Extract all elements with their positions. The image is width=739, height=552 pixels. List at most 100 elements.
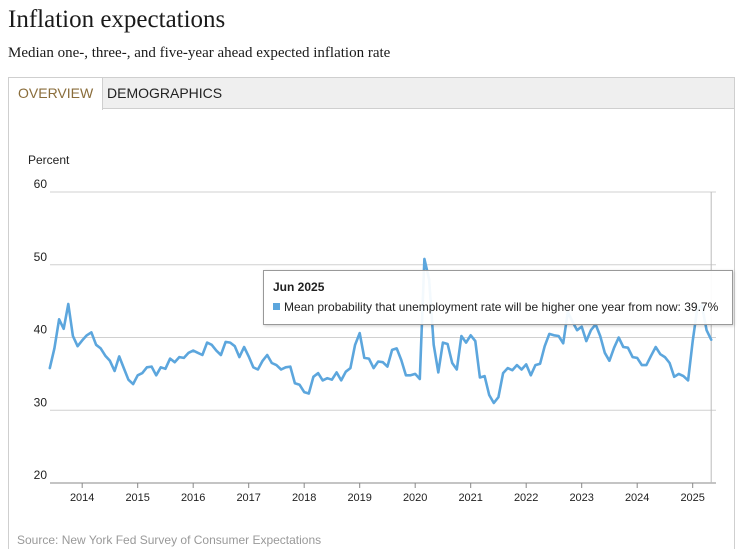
- data-point: [62, 327, 66, 331]
- tab-demographics[interactable]: DEMOGRAPHICS: [107, 85, 223, 101]
- data-point: [321, 378, 325, 382]
- data-point: [668, 361, 672, 365]
- data-point: [344, 370, 348, 374]
- data-point: [709, 338, 713, 342]
- data-point: [108, 359, 112, 363]
- data-point: [436, 370, 440, 374]
- data-point: [113, 369, 117, 373]
- data-point: [242, 345, 246, 349]
- y-axis-label: Percent: [28, 153, 70, 167]
- data-point: [515, 363, 519, 367]
- data-point: [274, 363, 278, 367]
- data-point: [270, 361, 274, 365]
- x-tick-label-2014: 2014: [70, 492, 94, 504]
- x-tick-label-2025: 2025: [680, 492, 704, 504]
- data-point: [681, 374, 685, 378]
- y-tick-label-60: 60: [34, 177, 48, 191]
- data-point: [672, 375, 676, 379]
- data-point: [76, 344, 80, 348]
- y-tick-label-40: 40: [34, 323, 48, 337]
- data-point: [446, 342, 450, 346]
- data-point: [538, 362, 542, 366]
- data-point: [89, 330, 93, 334]
- data-point: [228, 341, 232, 345]
- data-point: [459, 334, 463, 338]
- data-point: [663, 355, 667, 359]
- data-point: [311, 375, 315, 379]
- y-tick-label-30: 30: [34, 395, 48, 409]
- data-point: [524, 362, 528, 366]
- data-point: [404, 373, 408, 377]
- x-tick-label-2022: 2022: [514, 492, 538, 504]
- data-point: [85, 333, 89, 337]
- data-point: [99, 346, 103, 350]
- data-point: [607, 359, 611, 363]
- data-point: [496, 395, 500, 399]
- data-point: [705, 328, 709, 332]
- data-point: [210, 343, 214, 347]
- x-tick-label-2017: 2017: [236, 492, 260, 504]
- data-point: [575, 328, 579, 332]
- data-point: [117, 354, 121, 358]
- data-point: [649, 354, 653, 358]
- x-tick-label-2021: 2021: [458, 492, 482, 504]
- data-point: [348, 366, 352, 370]
- data-point: [307, 392, 311, 396]
- data-point: [316, 371, 320, 375]
- chart-title: Inflation expectations: [8, 6, 226, 33]
- data-point: [214, 349, 218, 353]
- data-point: [399, 358, 403, 362]
- x-tick-label-2016: 2016: [181, 492, 205, 504]
- data-point: [543, 344, 547, 348]
- data-point: [150, 365, 154, 369]
- data-point: [237, 355, 241, 359]
- data-point: [66, 302, 70, 306]
- data-point: [126, 378, 130, 382]
- data-point: [654, 345, 658, 349]
- data-point: [57, 317, 61, 321]
- data-point: [473, 339, 477, 343]
- data-point: [302, 390, 306, 394]
- data-point: [580, 325, 584, 329]
- data-point: [603, 351, 607, 355]
- chart-subtitle: Median one-, three-, and five-year ahead…: [8, 45, 391, 61]
- data-point: [48, 366, 52, 370]
- data-point: [658, 352, 662, 356]
- data-point: [418, 377, 422, 381]
- data-point: [154, 373, 158, 377]
- data-point: [395, 346, 399, 350]
- data-point: [80, 338, 84, 342]
- data-point: [325, 376, 329, 380]
- y-tick-label-20: 20: [34, 468, 48, 482]
- data-point: [478, 376, 482, 380]
- data-point: [247, 354, 251, 358]
- chart-tooltip: Jun 2025 Mean probability that unemploym…: [263, 270, 733, 325]
- data-point: [298, 383, 302, 387]
- data-point: [552, 333, 556, 337]
- data-point: [381, 360, 385, 364]
- data-point: [293, 381, 297, 385]
- data-point: [122, 366, 126, 370]
- data-point: [335, 370, 339, 374]
- data-point: [145, 365, 149, 369]
- data-point: [339, 378, 343, 382]
- data-point: [136, 373, 140, 377]
- data-point: [265, 353, 269, 357]
- data-point: [492, 401, 496, 405]
- tooltip-row: Mean probability that unemployment rate …: [273, 300, 723, 314]
- data-point: [612, 346, 616, 350]
- data-point: [631, 355, 635, 359]
- data-point: [219, 353, 223, 357]
- data-point: [367, 357, 371, 361]
- x-tick-label-2015: 2015: [125, 492, 149, 504]
- data-point: [626, 346, 630, 350]
- data-point: [621, 345, 625, 349]
- data-point: [279, 368, 283, 372]
- data-point: [409, 373, 413, 377]
- data-point: [353, 343, 357, 347]
- chart-panel: OVERVIEW DEMOGRAPHICS: [8, 77, 735, 549]
- data-point: [358, 331, 362, 335]
- data-point: [422, 257, 426, 261]
- tab-overview[interactable]: OVERVIEW: [9, 78, 104, 110]
- tab-bar: OVERVIEW DEMOGRAPHICS: [9, 78, 734, 110]
